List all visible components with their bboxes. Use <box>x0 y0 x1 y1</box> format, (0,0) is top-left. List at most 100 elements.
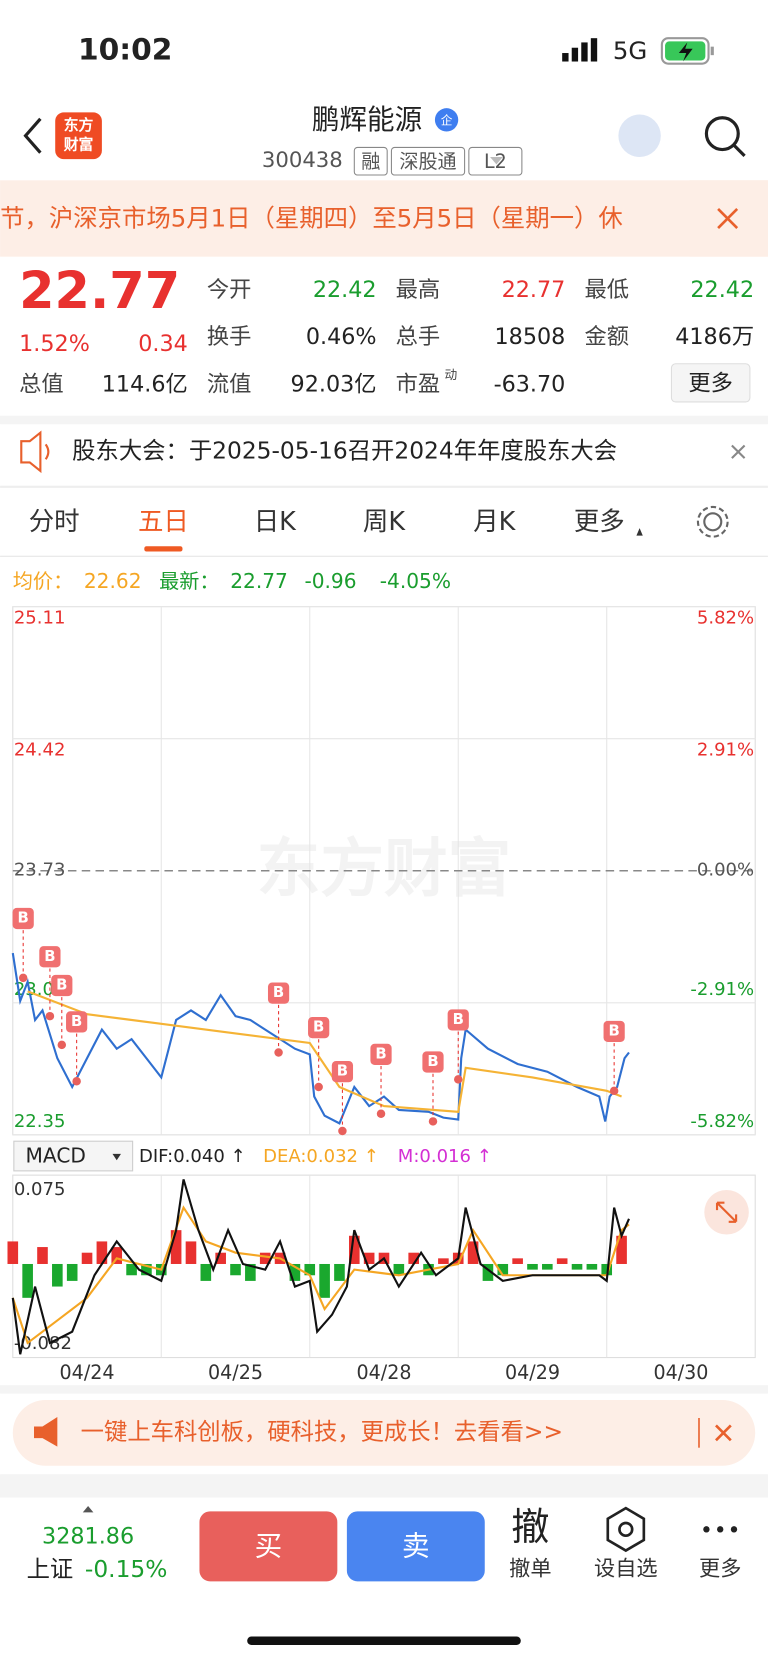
field-label: 最低 <box>584 277 629 303</box>
signal-dot <box>72 1077 81 1086</box>
y2-tick-label: 2.91% <box>697 739 754 760</box>
signal-box <box>447 1009 469 1031</box>
macd-bar <box>542 1263 553 1270</box>
avg-line <box>27 990 622 1113</box>
macd-bar <box>319 1263 330 1298</box>
signal-box <box>331 1061 354 1083</box>
sell-button[interactable] <box>346 1511 485 1582</box>
signal-label: B <box>44 948 55 965</box>
latest-change: -0.96 <box>304 569 356 593</box>
signal-label: B <box>375 1045 386 1062</box>
tab[interactable]: 五日 <box>138 507 189 537</box>
signal-label: B <box>427 1053 438 1070</box>
watch-icon[interactable] <box>606 1506 646 1553</box>
macd-bar <box>215 1252 226 1264</box>
dropdown[interactable] <box>490 156 503 165</box>
signal-dot <box>274 1048 283 1057</box>
tab[interactable]: 日K <box>254 507 297 537</box>
signal-box <box>51 974 73 997</box>
m-label: M:0.016 ↑ <box>398 1146 492 1167</box>
macd-bar <box>304 1263 316 1276</box>
tab[interactable]: 更多 <box>574 507 625 537</box>
logo-text: 财富 <box>64 135 94 153</box>
field-label: 最高 <box>396 277 441 303</box>
stock-name: 鹏辉能源 <box>312 103 422 136</box>
y-tick-label: 0.075 <box>14 1179 66 1200</box>
action-label[interactable]: 更多 <box>699 1557 741 1582</box>
tag: 深股通 <box>399 150 456 173</box>
macd-bar <box>111 1247 123 1264</box>
action-label[interactable]: 设自选 <box>594 1557 658 1582</box>
signal-dot <box>18 973 28 983</box>
signal-box <box>12 907 34 930</box>
macd-bar <box>66 1263 78 1281</box>
field-label: 总值 <box>19 371 64 397</box>
price: 22.77 <box>19 262 180 321</box>
macd-bar <box>571 1263 583 1270</box>
back-button[interactable] <box>23 117 42 154</box>
settings-icon[interactable] <box>703 512 723 532</box>
close-notice[interactable] <box>731 444 746 459</box>
macd-bar <box>512 1258 523 1264</box>
cancel-icon[interactable]: 撤 <box>511 1506 549 1550</box>
network: 5G <box>613 36 647 65</box>
signal-dot <box>609 1086 619 1096</box>
signal-dot <box>376 1109 386 1119</box>
field-label: 流值 <box>207 371 252 397</box>
dif-line <box>11 1179 630 1355</box>
macd-bar <box>230 1263 241 1276</box>
latest-value: 22.77 <box>230 569 288 593</box>
y-tick-label: 22.35 <box>14 1111 66 1132</box>
action-label[interactable]: 撤单 <box>509 1557 551 1582</box>
macd-bar <box>289 1263 301 1281</box>
field-label: 市盈 <box>396 371 441 397</box>
clock: 10:02 <box>78 32 173 67</box>
tab[interactable]: 分时 <box>29 507 80 537</box>
field-label: 今开 <box>207 277 252 303</box>
dif-label: DIF:0.040 ↑ <box>139 1146 246 1167</box>
macd-bar <box>616 1235 627 1264</box>
field-value: 22.77 <box>502 277 566 303</box>
signal-label: B <box>453 1011 464 1028</box>
search-icon[interactable] <box>704 116 740 152</box>
signal-label: B <box>337 1063 348 1080</box>
macd-bar <box>556 1258 568 1264</box>
buy-text: 买 <box>255 1529 283 1562</box>
tab[interactable]: 周K <box>363 507 406 537</box>
indicator-select[interactable] <box>13 1140 134 1172</box>
macd-bar <box>52 1263 63 1287</box>
tag-box <box>390 146 466 176</box>
battery <box>660 37 714 65</box>
close-ad[interactable] <box>715 1424 732 1442</box>
ad-banner[interactable] <box>12 1399 756 1466</box>
x-tick-label: 04/25 <box>208 1361 263 1384</box>
more-button[interactable] <box>670 363 751 403</box>
macd-frame <box>12 1174 756 1359</box>
index-pct: -0.15% <box>85 1555 168 1583</box>
macd-bar <box>408 1252 419 1264</box>
macd-bar <box>482 1263 494 1281</box>
signal-box <box>66 1011 88 1033</box>
close-banner[interactable] <box>717 207 739 229</box>
latest-label: 最新： <box>159 569 219 593</box>
macd-bar <box>22 1263 33 1298</box>
field-label: 换手 <box>207 324 252 350</box>
assistant-icon[interactable] <box>618 114 661 157</box>
buy-button[interactable] <box>199 1511 338 1582</box>
macd-bar <box>185 1241 197 1264</box>
signal-label: B <box>273 984 284 1001</box>
field-value: 0.46% <box>306 324 377 350</box>
signal-dot <box>314 1082 323 1092</box>
more-icon[interactable] <box>703 1526 738 1533</box>
dea-label: DEA:0.032 ↑ <box>263 1146 379 1167</box>
macd-bar <box>259 1252 271 1264</box>
tag: 融 <box>361 150 380 173</box>
tag-box <box>468 146 523 176</box>
macd-bar <box>393 1263 405 1276</box>
field-value: 92.03亿 <box>291 371 377 397</box>
field-sup: 动 <box>444 367 457 382</box>
watermark: 东方财富 <box>257 832 512 906</box>
tab[interactable]: 月K <box>473 507 516 537</box>
